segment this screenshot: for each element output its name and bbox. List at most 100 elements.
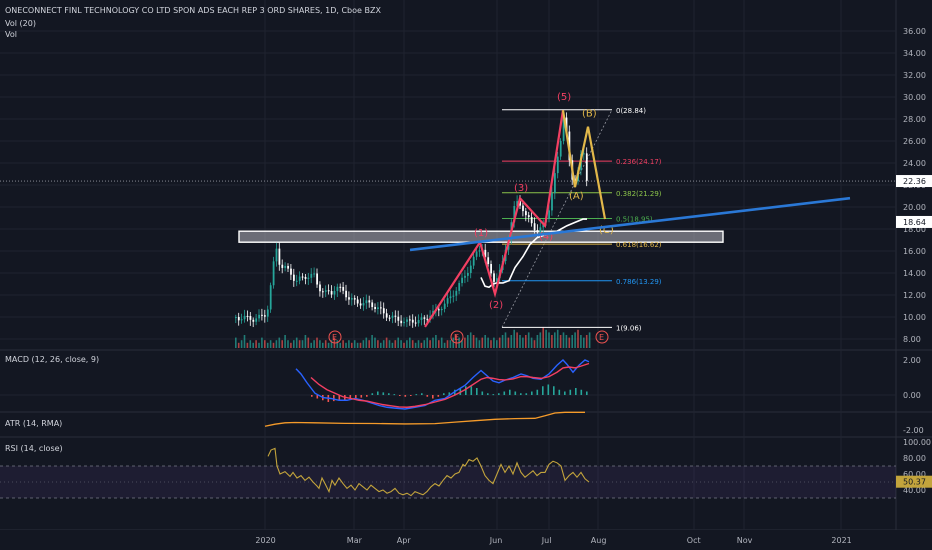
candle-body — [258, 314, 260, 319]
candle-body — [374, 306, 376, 310]
candle-body — [333, 290, 336, 295]
candle-body — [484, 249, 487, 258]
macd-histogram-bar — [564, 391, 566, 395]
macd-histogram-bar — [382, 392, 385, 395]
price-tick-label: 18.00 — [903, 225, 926, 234]
volume-bar — [284, 335, 286, 348]
volume-bar — [301, 340, 304, 348]
volume-bar — [339, 342, 341, 348]
candle-body — [391, 315, 394, 318]
trendline — [409, 196, 851, 252]
candle-body — [400, 320, 403, 324]
volume-bar — [469, 332, 472, 348]
candle-body — [446, 298, 449, 304]
volume-bar — [545, 329, 547, 348]
volume-bar — [565, 335, 568, 348]
volume-label[interactable]: Vol — [5, 30, 17, 39]
volume-bar — [359, 342, 362, 348]
earnings-marker-label: E — [454, 333, 459, 342]
volume-bar — [423, 340, 426, 348]
candle-body — [574, 179, 577, 182]
macd-histogram-bar — [487, 393, 489, 395]
candle-body — [513, 205, 516, 223]
volume-bar — [559, 335, 562, 348]
wave-label: (4) — [539, 232, 553, 243]
candle-body — [295, 280, 298, 282]
pane-bg-0 — [0, 0, 932, 350]
volume-bar — [510, 335, 513, 348]
candle-body — [472, 256, 475, 266]
volume-bar — [556, 329, 559, 348]
candle-body — [377, 307, 379, 310]
rsi-label[interactable]: RSI (14, close) — [5, 444, 63, 453]
rsi-tick-label: 40.00 — [903, 486, 926, 495]
macd-histogram-bar — [498, 393, 500, 395]
macd-tick-label: 2.00 — [903, 356, 921, 365]
macd-histogram-bar — [355, 395, 357, 399]
price-tick-label: 20.00 — [903, 203, 926, 212]
candle-body — [449, 296, 452, 299]
candle-body — [261, 314, 263, 316]
volume-indicator-label[interactable]: Vol (20) — [5, 19, 36, 28]
candle-body — [536, 230, 539, 233]
macd-histogram-bar — [316, 395, 319, 399]
candle-body — [382, 308, 385, 314]
volume-bar — [240, 340, 243, 348]
volume-bar — [440, 337, 443, 348]
symbol-title[interactable]: ONECONNECT FINL TECHNOLOGY CO LTD SPON A… — [5, 6, 381, 15]
volume-bar — [307, 337, 310, 348]
volume-bar — [310, 342, 312, 348]
volume-bar — [293, 340, 295, 348]
macd-histogram-bar — [476, 388, 478, 395]
volume-bar — [258, 342, 260, 348]
candle-body — [539, 227, 542, 233]
volume-bar — [362, 340, 365, 348]
atr-label[interactable]: ATR (14, RMA) — [5, 419, 63, 428]
rsi-last-label: 50.37 — [903, 478, 926, 487]
candle-body — [585, 153, 588, 181]
volume-bar — [443, 342, 446, 348]
candle-body — [322, 291, 324, 293]
candle-body — [345, 290, 347, 298]
volume-bar — [533, 340, 536, 348]
time-tick-label: Apr — [397, 536, 412, 545]
volume-bar — [490, 340, 492, 348]
candle-body — [293, 274, 295, 281]
volume-bar — [585, 335, 588, 348]
candle-body — [316, 273, 318, 285]
macd-label[interactable]: MACD (12, 26, close, 9) — [5, 355, 100, 364]
macd-histogram-bar — [575, 388, 577, 395]
candle-body — [371, 302, 374, 307]
volume-bar — [382, 340, 385, 348]
volume-bar — [449, 340, 452, 348]
price-tick-label: 32.00 — [903, 71, 926, 80]
macd-tick-label: -2.00 — [903, 426, 924, 435]
candle-body — [556, 156, 559, 174]
volume-bar — [406, 340, 408, 348]
volume-bar — [243, 335, 246, 348]
pane-bg-1 — [0, 350, 932, 412]
macd-histogram-bar — [525, 393, 528, 395]
macd-histogram-bar — [531, 391, 533, 395]
candle-body — [298, 276, 301, 281]
price-tick-label: 10.00 — [903, 313, 926, 322]
volume-bar — [487, 337, 489, 348]
macd-histogram-bar — [520, 393, 522, 395]
macd-histogram-bar — [360, 395, 363, 398]
rsi-line — [267, 447, 590, 497]
fib-level-label: 0(28.84) — [616, 107, 646, 115]
candle-body — [307, 277, 310, 279]
volume-bar — [496, 340, 498, 348]
volume-bar — [371, 335, 373, 348]
candle-body — [327, 290, 330, 292]
macd-histogram-bar — [377, 391, 379, 395]
volume-bar — [562, 332, 565, 348]
candle-body — [525, 211, 527, 216]
volume-bar — [394, 340, 397, 348]
candle-body — [426, 318, 429, 320]
volume-bar — [452, 337, 455, 348]
candle-body — [304, 276, 307, 279]
price-tick-label: 24.00 — [903, 159, 926, 168]
volume-bar — [391, 342, 394, 348]
